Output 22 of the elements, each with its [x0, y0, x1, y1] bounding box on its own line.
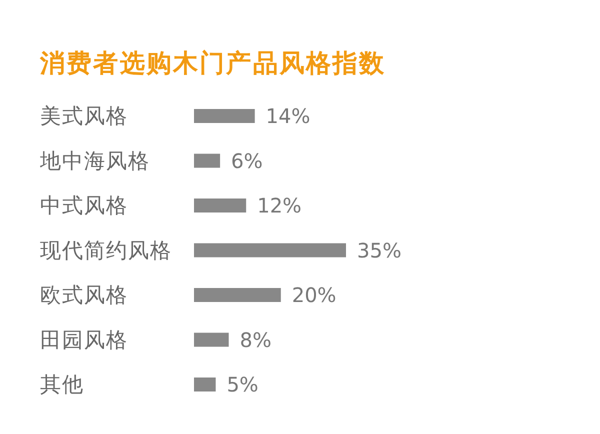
- bar: [194, 154, 220, 168]
- data-label: 8%: [240, 328, 272, 352]
- data-label: 14%: [266, 104, 310, 128]
- y-tick-label: 其他: [40, 372, 84, 396]
- data-label: 6%: [231, 148, 263, 173]
- data-label: 5%: [226, 372, 258, 396]
- y-tick-label: 田园风格: [40, 328, 128, 352]
- chart-title: 消费者选购木门产品风格指数: [39, 48, 386, 78]
- bar: [194, 243, 346, 258]
- bar: [194, 378, 216, 392]
- y-tick-label: 现代简约风格: [40, 238, 172, 262]
- bar: [194, 109, 255, 123]
- bar: [194, 332, 229, 347]
- y-tick-label: 美式风格: [40, 104, 128, 128]
- bar: [194, 198, 246, 212]
- y-tick-label: 欧式风格: [40, 283, 128, 307]
- data-label: 20%: [292, 283, 336, 307]
- y-tick-label: 地中海风格: [39, 148, 150, 173]
- data-label: 12%: [257, 194, 302, 218]
- bar: [194, 288, 281, 302]
- data-label: 35%: [357, 238, 402, 262]
- y-tick-label: 中式风格: [40, 194, 128, 218]
